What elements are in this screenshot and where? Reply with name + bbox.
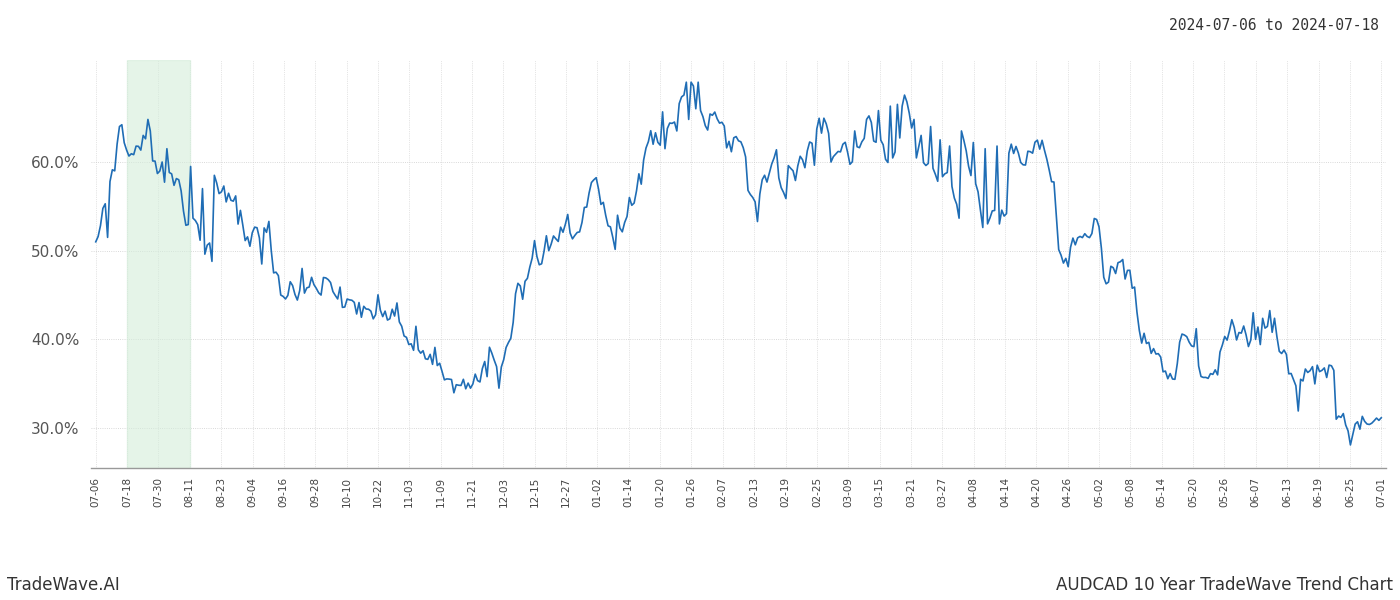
Text: TradeWave.AI: TradeWave.AI [7,576,120,594]
Bar [127,60,190,468]
Text: 2024-07-06 to 2024-07-18: 2024-07-06 to 2024-07-18 [1169,18,1379,33]
Text: AUDCAD 10 Year TradeWave Trend Chart: AUDCAD 10 Year TradeWave Trend Chart [1056,576,1393,594]
